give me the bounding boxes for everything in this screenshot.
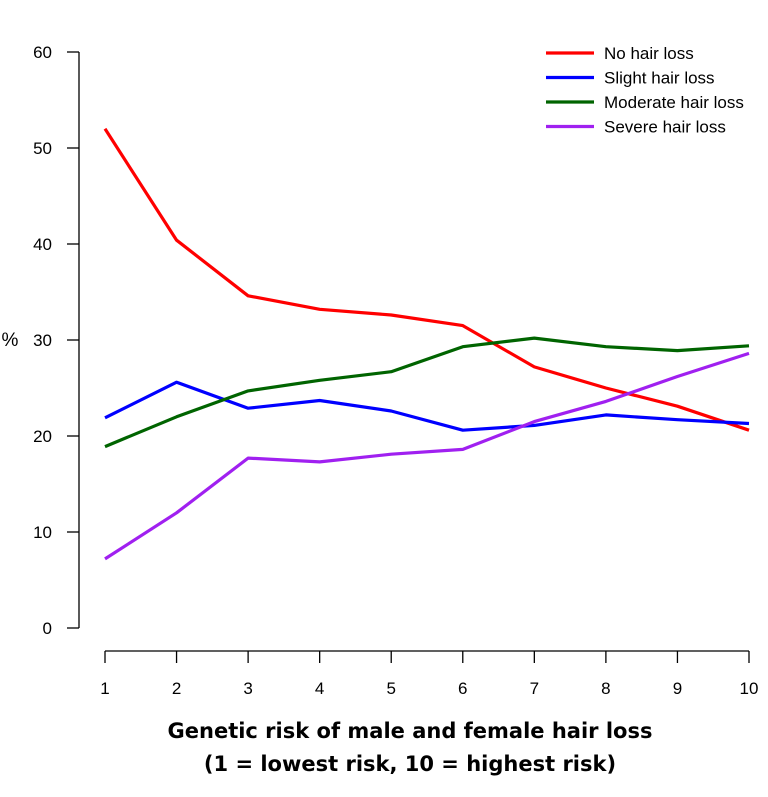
x-tick-label: 9 bbox=[673, 679, 682, 698]
y-tick-label: 50 bbox=[33, 139, 52, 158]
series-line-moderate-hair-loss bbox=[104, 336, 750, 449]
x-tick-label: 10 bbox=[740, 679, 759, 698]
x-tick-label: 8 bbox=[601, 679, 610, 698]
y-axis: 0 10 20 30 40 50 60 bbox=[33, 43, 80, 638]
y-tick-label: 30 bbox=[33, 331, 52, 350]
series-lines bbox=[103, 127, 750, 561]
y-tick-label: 20 bbox=[33, 427, 52, 446]
y-tick-label: 40 bbox=[33, 235, 52, 254]
y-tick-label: 60 bbox=[33, 43, 52, 62]
x-tick-label: 1 bbox=[100, 679, 109, 698]
legend-label: Slight hair loss bbox=[604, 69, 715, 88]
y-tick-label: 0 bbox=[43, 619, 52, 638]
legend: No hair loss Slight hair loss Moderate hai… bbox=[546, 44, 744, 137]
x-axis-label-line2: (1 = lowest risk, 10 = highest risk) bbox=[204, 752, 616, 776]
x-tick-label: 5 bbox=[386, 679, 395, 698]
x-axis: 1 2 3 4 5 6 7 8 9 10 bbox=[100, 650, 759, 698]
x-tick-label: 2 bbox=[172, 679, 181, 698]
legend-label: Severe hair loss bbox=[604, 118, 726, 137]
legend-label: Moderate hair loss bbox=[604, 93, 744, 112]
x-tick-label: 3 bbox=[243, 679, 252, 698]
legend-label: No hair loss bbox=[604, 44, 694, 63]
y-axis-label: % bbox=[2, 330, 19, 351]
series-line-no-hair-loss bbox=[103, 127, 750, 432]
x-tick-label: 7 bbox=[530, 679, 539, 698]
y-tick-label: 10 bbox=[33, 523, 52, 542]
series-line-slight-hair-loss bbox=[104, 380, 750, 432]
x-tick-label: 4 bbox=[315, 679, 324, 698]
x-tick-label: 6 bbox=[458, 679, 467, 698]
series-line-severe-hair-loss bbox=[104, 351, 750, 561]
x-axis-label-line1: Genetic risk of male and female hair los… bbox=[168, 719, 653, 743]
